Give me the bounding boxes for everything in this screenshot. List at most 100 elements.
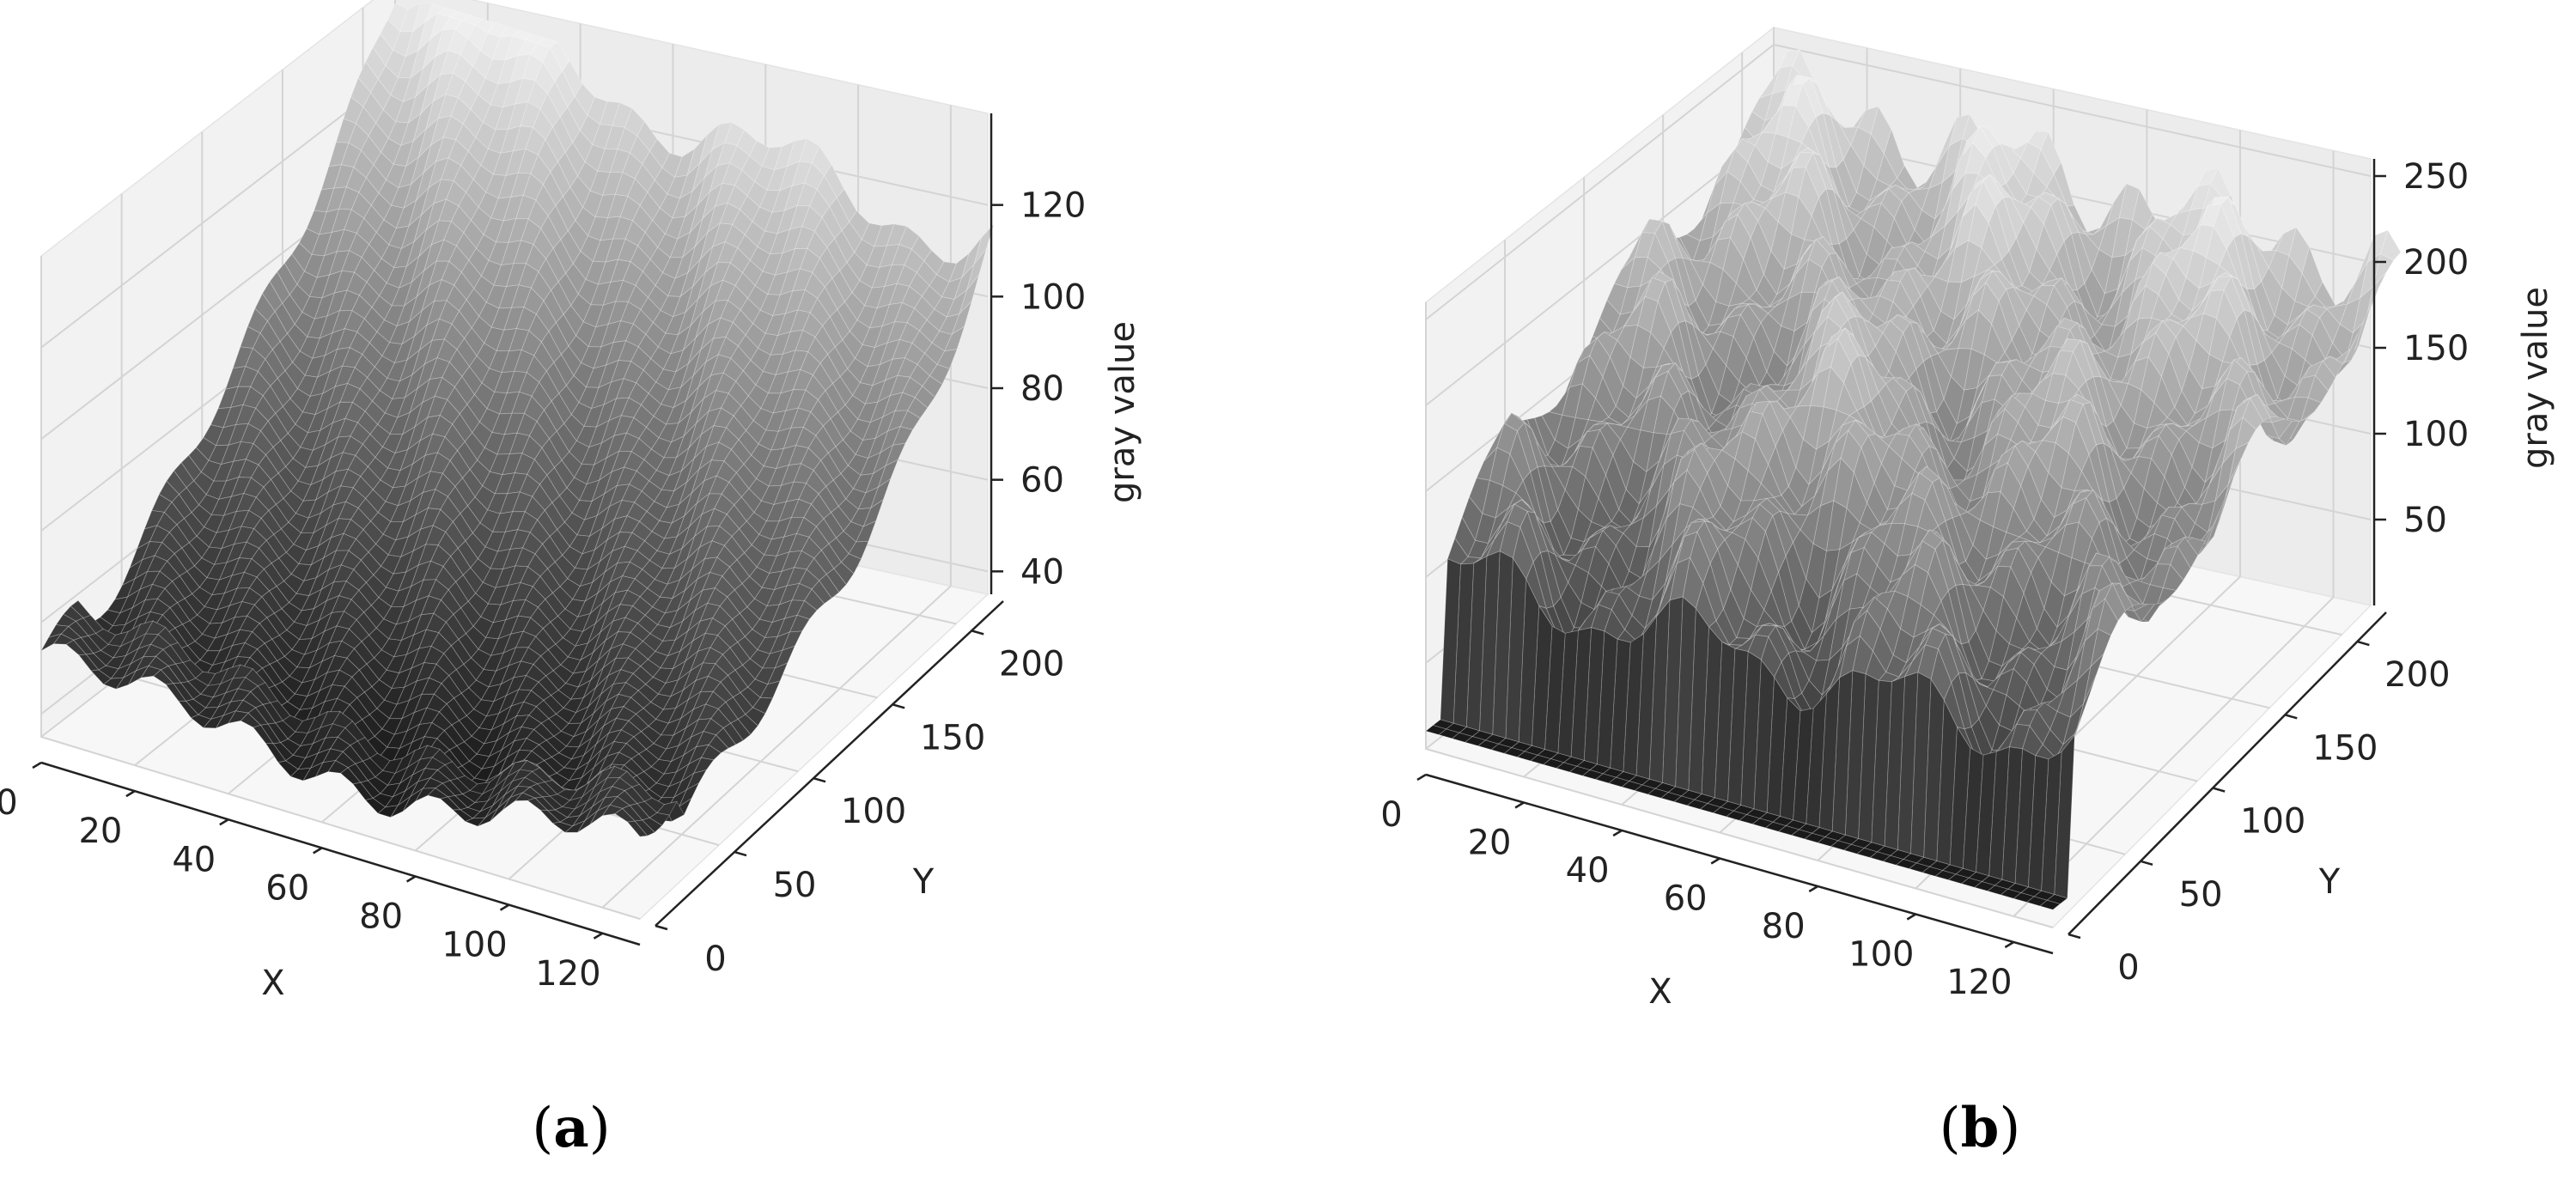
surface-patch (758, 189, 781, 213)
y-tick-mark (655, 924, 668, 931)
surface-patch (728, 380, 749, 407)
surface-patch (476, 740, 497, 757)
surface-patch (540, 330, 562, 363)
surface-patch (215, 710, 237, 729)
surface-patch (812, 362, 834, 392)
surface-patch (632, 204, 654, 234)
surface-patch (651, 520, 673, 539)
surface-patch (107, 630, 129, 648)
surface-patch (441, 674, 462, 699)
surface-patch (461, 15, 484, 26)
surface-patch (2145, 262, 2166, 295)
surface-patch (624, 605, 646, 624)
surface-patch (713, 493, 735, 515)
x-tick-label: 40 (172, 840, 216, 879)
surface-patch (450, 638, 472, 665)
surface-patch (470, 558, 491, 584)
surface-patch (539, 474, 560, 503)
surface-patch (1908, 187, 1930, 211)
surface-patch (232, 346, 253, 369)
surface-patch (839, 261, 861, 294)
surface-patch (271, 557, 292, 582)
surface-patch (740, 297, 761, 325)
z-tick-label: 250 (2403, 157, 2469, 197)
surface-patch (656, 536, 678, 555)
surface-patch (638, 510, 661, 532)
surface-patch (658, 423, 679, 443)
surface-patch (267, 722, 289, 744)
surface-patch (834, 229, 856, 264)
surface-patch (703, 718, 724, 736)
x-tick-mark (125, 790, 136, 798)
surface-patch (2318, 308, 2341, 344)
surface-patch (517, 148, 539, 174)
surface-patch (804, 161, 825, 190)
surface-patch (862, 325, 883, 348)
surface-patch (253, 596, 275, 618)
surface-patch (277, 760, 299, 777)
surface-patch (167, 552, 188, 577)
surface-patch (539, 93, 561, 128)
surface-patch (262, 702, 283, 724)
surface-patch (320, 401, 341, 432)
z-axis-label: gray value (2516, 287, 2555, 469)
surface-patch (635, 708, 657, 727)
surface-patch (119, 588, 141, 614)
surface-patch (596, 795, 618, 812)
surface-patch (460, 259, 482, 289)
surface-patch (661, 257, 684, 279)
surface-patch (579, 630, 601, 661)
surface-patch (800, 350, 821, 376)
surface-patch (561, 451, 582, 478)
surface-patch (648, 719, 669, 736)
y-tick-label: 100 (2240, 802, 2305, 842)
surface-patch (739, 606, 760, 630)
surface-patch (609, 795, 630, 809)
surface-patch (810, 493, 832, 520)
surface-patch (485, 284, 507, 309)
surface-patch (551, 281, 572, 315)
surface-patch (485, 695, 508, 717)
z-tick-label: 150 (2403, 329, 2469, 368)
surface-patch (851, 280, 873, 307)
surface-patch (372, 479, 393, 502)
surface-patch (2183, 297, 2206, 323)
surface-patch (714, 575, 735, 598)
surface-patch (403, 172, 424, 210)
surface-patch (759, 680, 781, 699)
surface-patch (187, 678, 209, 695)
surface-patch (697, 441, 720, 471)
surface-patch (2162, 223, 2184, 257)
surface-patch (445, 179, 467, 207)
surface-patch (582, 601, 604, 633)
surface-patch (443, 645, 465, 671)
grid-line-x (601, 585, 952, 909)
surface-patch (450, 96, 472, 125)
surface-patch (355, 528, 377, 553)
surface-patch (416, 662, 437, 682)
surface-patch (645, 416, 667, 439)
surface-patch (2156, 212, 2178, 225)
surface-patch (758, 429, 779, 451)
surface-patch (2248, 236, 2269, 283)
surface-patch (442, 555, 464, 582)
grid-line-z (1425, 43, 2372, 320)
surface-patch (330, 518, 352, 538)
x-tick-mark (32, 761, 42, 769)
surface-patch (129, 540, 150, 569)
surface-patch (567, 642, 588, 661)
surface-patch (626, 578, 649, 598)
surface-patch (484, 432, 505, 455)
surface-patch (2036, 222, 2058, 271)
x-tick-mark (1416, 773, 1427, 782)
surface-patch (229, 688, 252, 702)
surface-patch (628, 713, 649, 733)
surface-patch (313, 581, 335, 610)
surface-patch (657, 679, 679, 697)
surface-patch (716, 142, 738, 167)
panel-caption-b: (b) (1940, 1096, 2021, 1160)
surface-patch (636, 770, 657, 790)
surface-patch (479, 509, 501, 532)
surface-patch (802, 411, 824, 436)
surface-patch (715, 372, 737, 394)
